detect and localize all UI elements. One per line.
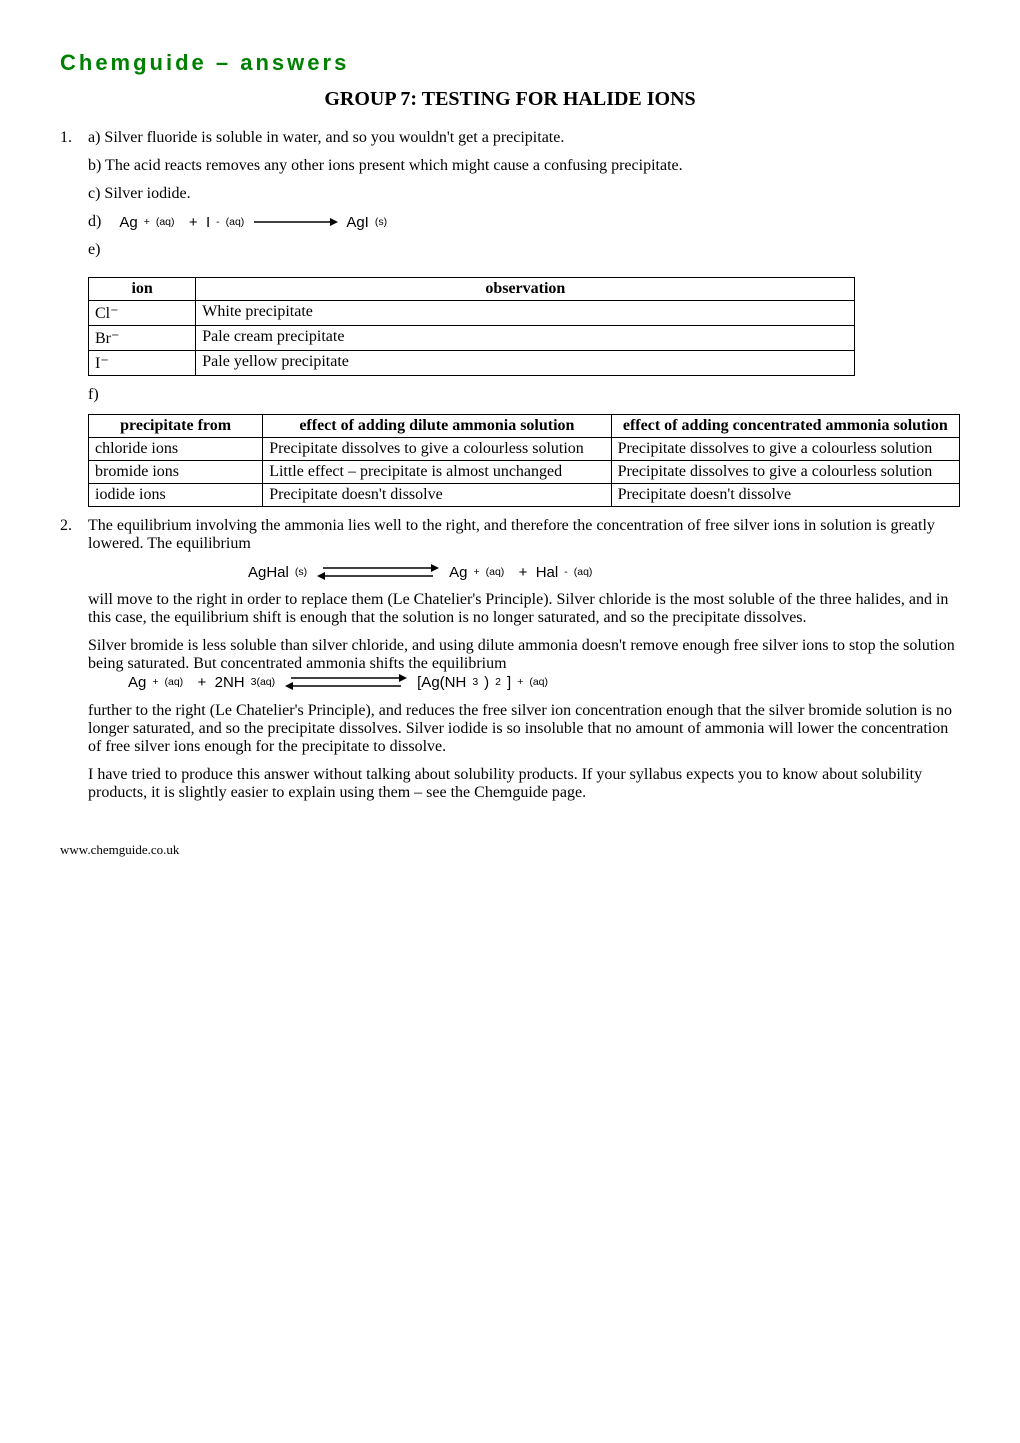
col-dilute-ammonia: effect of adding dilute ammonia solution bbox=[263, 415, 611, 438]
q2-equilibrium-2: Ag+(aq) + 2NH3(aq) [Ag(NH3)2]+(aq) bbox=[128, 673, 548, 691]
cell: Br⁻ bbox=[89, 326, 196, 351]
table-e-observations: ion observation Cl⁻ White precipitate Br… bbox=[88, 277, 855, 376]
cell: bromide ions bbox=[89, 461, 263, 484]
cell: iodide ions bbox=[89, 484, 263, 507]
q2-para3-text: Silver bromide is less soluble than silv… bbox=[88, 637, 955, 672]
q1b-text: b) The acid reacts removes any other ion… bbox=[88, 157, 960, 175]
cell: White precipitate bbox=[196, 301, 855, 326]
q2-para1: The equilibrium involving the ammonia li… bbox=[88, 517, 960, 553]
equilibrium-arrow-icon bbox=[281, 673, 411, 691]
q2-para3: Silver bromide is less soluble than silv… bbox=[88, 637, 960, 692]
question-2: 2. The equilibrium involving the ammonia… bbox=[60, 517, 960, 812]
table-row: iodide ions Precipitate doesn't dissolve… bbox=[89, 484, 960, 507]
q1d-equation: Ag+(aq) + I-(aq) AgI(s) bbox=[119, 214, 387, 231]
cell: chloride ions bbox=[89, 438, 263, 461]
table-header-row: ion observation bbox=[89, 278, 855, 301]
q1f-label: f) bbox=[88, 386, 960, 404]
cell: Pale yellow precipitate bbox=[196, 351, 855, 376]
cell: Precipitate dissolves to give a colourle… bbox=[611, 438, 959, 461]
table-row: Cl⁻ White precipitate bbox=[89, 301, 855, 326]
q1a-text: a) Silver fluoride is soluble in water, … bbox=[88, 129, 960, 147]
footer-url: www.chemguide.co.uk bbox=[60, 842, 960, 858]
cell: Precipitate dissolves to give a colourle… bbox=[263, 438, 611, 461]
forward-arrow-icon bbox=[250, 216, 340, 228]
col-precipitate-from: precipitate from bbox=[89, 415, 263, 438]
q1c-text: c) Silver iodide. bbox=[88, 185, 960, 203]
cell: Precipitate doesn't dissolve bbox=[611, 484, 959, 507]
cell: Cl⁻ bbox=[89, 301, 196, 326]
table-row: Br⁻ Pale cream precipitate bbox=[89, 326, 855, 351]
cell: Precipitate doesn't dissolve bbox=[263, 484, 611, 507]
table-row: bromide ions Little effect – precipitate… bbox=[89, 461, 960, 484]
col-ion: ion bbox=[89, 278, 196, 301]
table-header-row: precipitate from effect of adding dilute… bbox=[89, 415, 960, 438]
q1-number: 1. bbox=[60, 129, 88, 269]
cell: Precipitate dissolves to give a colourle… bbox=[611, 461, 959, 484]
page-title: GROUP 7: TESTING FOR HALIDE IONS bbox=[60, 88, 960, 111]
equilibrium-arrow-icon bbox=[313, 563, 443, 581]
table-row: I⁻ Pale yellow precipitate bbox=[89, 351, 855, 376]
q2-equilibrium-1: AgHal(s) Ag+(aq) + Hal-(aq) bbox=[248, 563, 960, 581]
cell: Pale cream precipitate bbox=[196, 326, 855, 351]
q2-para5: I have tried to produce this answer with… bbox=[88, 766, 960, 802]
q2-number: 2. bbox=[60, 517, 88, 812]
q2-para2: will move to the right in order to repla… bbox=[88, 591, 960, 627]
q2-para4: further to the right (Le Chatelier's Pri… bbox=[88, 702, 960, 756]
cell: Little effect – precipitate is almost un… bbox=[263, 461, 611, 484]
site-title: Chemguide – answers bbox=[60, 50, 960, 76]
question-1: 1. a) Silver fluoride is soluble in wate… bbox=[60, 129, 960, 269]
col-observation: observation bbox=[196, 278, 855, 301]
col-conc-ammonia: effect of adding concentrated ammonia so… bbox=[611, 415, 959, 438]
q1d-label: d) bbox=[88, 213, 101, 231]
cell: I⁻ bbox=[89, 351, 196, 376]
table-f-ammonia-effects: precipitate from effect of adding dilute… bbox=[88, 414, 960, 507]
q1e-label: e) bbox=[88, 241, 960, 259]
table-row: chloride ions Precipitate dissolves to g… bbox=[89, 438, 960, 461]
